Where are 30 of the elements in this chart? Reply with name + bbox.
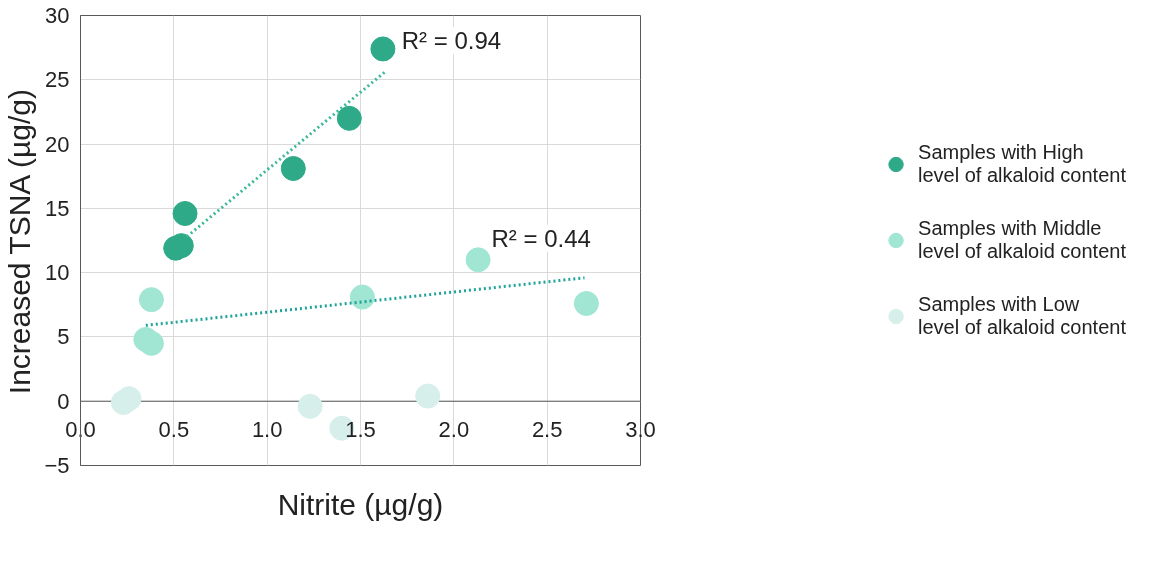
y-tick-label: 0: [57, 388, 70, 414]
y-axis-title: Increased TSNA (µg/g): [3, 89, 37, 395]
point: [280, 156, 306, 181]
x-tick-label: 1.5: [345, 416, 376, 442]
point: [336, 105, 362, 131]
annotation: R² = 0.94: [401, 27, 502, 55]
y-tick-label: −5: [44, 453, 70, 478]
y-tick-label: 25: [45, 67, 70, 93]
point: [573, 291, 599, 316]
x-axis-title: Nitrite (µg/g): [277, 487, 444, 521]
point: [297, 393, 323, 419]
annotation: R² = 0.44: [491, 224, 591, 252]
x-tick-label: 2.5: [531, 416, 563, 442]
x-tick-label: 2.0: [438, 416, 470, 442]
point: [465, 247, 491, 273]
x-tick-label: 0.5: [158, 416, 190, 442]
point: [172, 201, 198, 226]
x-tick-label: 1.0: [251, 416, 283, 442]
y-tick-label: 15: [45, 195, 70, 221]
legend-label: Samples with Low level of alkaloid content: [918, 293, 1126, 339]
legend-label: Samples with Middle level of alkaloid content: [918, 217, 1126, 263]
y-tick-label: 5: [57, 324, 70, 350]
y-tick-label: 30: [45, 3, 70, 28]
point: [138, 287, 164, 313]
y-tick-label: 20: [45, 131, 70, 157]
point: [370, 36, 396, 62]
y-tick-label: 10: [45, 260, 70, 286]
legend-label: Samples with High level of alkaloid content: [918, 141, 1126, 187]
point: [349, 284, 375, 310]
point: [415, 383, 441, 409]
